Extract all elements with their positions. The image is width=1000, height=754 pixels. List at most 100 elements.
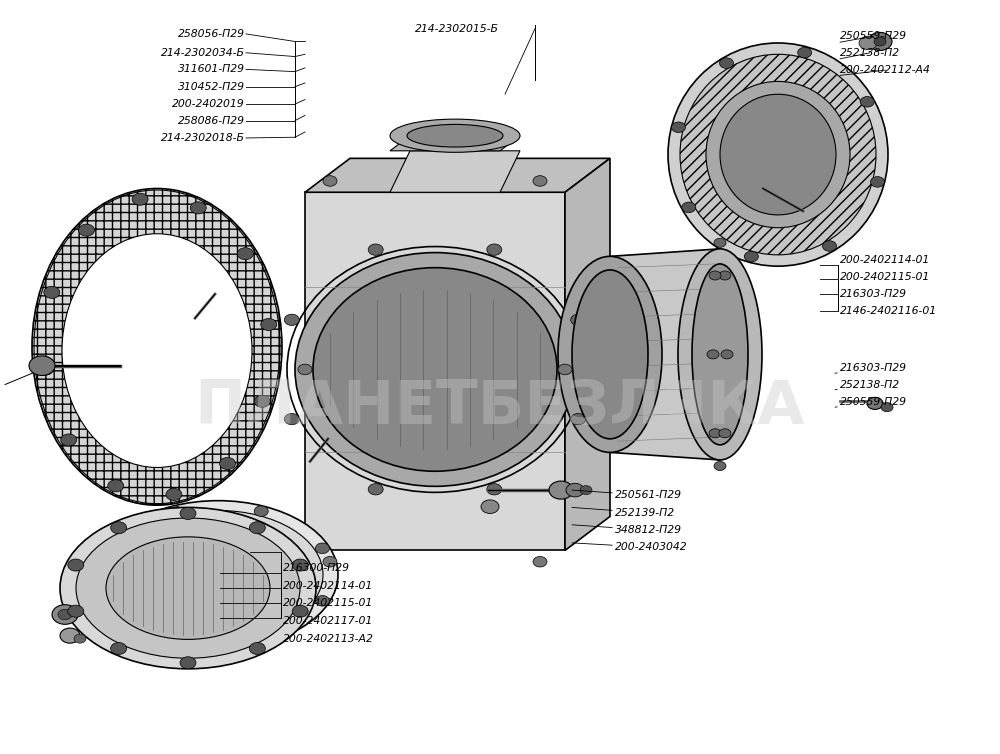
Circle shape bbox=[822, 241, 836, 251]
Circle shape bbox=[533, 176, 547, 186]
Circle shape bbox=[533, 556, 547, 567]
Text: 250559-П29: 250559-П29 bbox=[840, 31, 907, 42]
Ellipse shape bbox=[407, 124, 503, 147]
Circle shape bbox=[368, 483, 383, 495]
Text: 250559-П29: 250559-П29 bbox=[835, 397, 907, 407]
Circle shape bbox=[315, 543, 329, 553]
Circle shape bbox=[721, 350, 733, 359]
Circle shape bbox=[219, 458, 235, 470]
Circle shape bbox=[549, 481, 573, 499]
Text: 252139-П2: 252139-П2 bbox=[572, 507, 675, 518]
Circle shape bbox=[714, 461, 726, 470]
Ellipse shape bbox=[113, 510, 323, 639]
Ellipse shape bbox=[98, 501, 338, 648]
Ellipse shape bbox=[390, 119, 520, 152]
Circle shape bbox=[859, 36, 877, 50]
Polygon shape bbox=[610, 249, 720, 460]
Circle shape bbox=[261, 318, 277, 330]
Circle shape bbox=[709, 429, 721, 438]
Circle shape bbox=[68, 559, 84, 571]
Ellipse shape bbox=[106, 537, 270, 639]
Text: 200-2402112-А4: 200-2402112-А4 bbox=[840, 65, 931, 75]
Circle shape bbox=[870, 176, 884, 187]
Circle shape bbox=[107, 543, 121, 553]
Text: 216300-П29: 216300-П29 bbox=[283, 562, 350, 573]
Circle shape bbox=[368, 244, 383, 256]
Text: 200-2402115-01: 200-2402115-01 bbox=[840, 272, 930, 283]
Circle shape bbox=[168, 633, 182, 643]
Ellipse shape bbox=[572, 270, 648, 439]
Text: 258056-П29: 258056-П29 bbox=[178, 29, 245, 39]
Text: 200-2403042: 200-2403042 bbox=[572, 542, 688, 553]
Text: 252138-П2: 252138-П2 bbox=[840, 48, 900, 59]
Ellipse shape bbox=[295, 253, 575, 486]
Polygon shape bbox=[390, 151, 520, 192]
Polygon shape bbox=[305, 158, 610, 192]
Circle shape bbox=[254, 506, 268, 516]
Text: 310452-П29: 310452-П29 bbox=[178, 81, 245, 92]
Circle shape bbox=[481, 500, 499, 513]
Circle shape bbox=[254, 633, 268, 643]
Ellipse shape bbox=[720, 94, 836, 215]
Circle shape bbox=[249, 642, 265, 654]
Polygon shape bbox=[390, 136, 520, 151]
Circle shape bbox=[672, 122, 686, 133]
Ellipse shape bbox=[62, 234, 252, 467]
Circle shape bbox=[323, 556, 337, 567]
Ellipse shape bbox=[313, 268, 557, 471]
Text: 252138-П2: 252138-П2 bbox=[835, 379, 900, 390]
Text: 214-2302034-Б: 214-2302034-Б bbox=[161, 48, 245, 58]
Text: 200-2402019: 200-2402019 bbox=[172, 99, 245, 109]
Circle shape bbox=[68, 605, 84, 618]
Circle shape bbox=[190, 202, 206, 214]
Text: 214-2302018-Б: 214-2302018-Б bbox=[161, 133, 245, 143]
Text: 200-2402114-01: 200-2402114-01 bbox=[840, 255, 930, 265]
Circle shape bbox=[719, 429, 731, 438]
Circle shape bbox=[682, 202, 696, 213]
Circle shape bbox=[108, 480, 124, 492]
Text: 200-2402114-01: 200-2402114-01 bbox=[283, 581, 373, 591]
Circle shape bbox=[487, 244, 502, 256]
Circle shape bbox=[52, 605, 78, 624]
Ellipse shape bbox=[680, 54, 876, 255]
Circle shape bbox=[714, 238, 726, 247]
Circle shape bbox=[44, 287, 60, 299]
Circle shape bbox=[566, 483, 584, 497]
Circle shape bbox=[315, 596, 329, 606]
Text: 200-2402115-01: 200-2402115-01 bbox=[283, 598, 373, 608]
Circle shape bbox=[874, 37, 886, 46]
Circle shape bbox=[132, 193, 148, 205]
Circle shape bbox=[61, 434, 77, 446]
Circle shape bbox=[284, 314, 299, 326]
Polygon shape bbox=[305, 192, 565, 550]
Circle shape bbox=[107, 596, 121, 606]
Text: 311601-П29: 311601-П29 bbox=[178, 64, 245, 75]
Text: 348812-П29: 348812-П29 bbox=[572, 525, 682, 535]
Circle shape bbox=[558, 364, 572, 375]
Circle shape bbox=[867, 397, 883, 409]
Circle shape bbox=[744, 251, 758, 262]
Ellipse shape bbox=[668, 43, 888, 266]
Text: 214-2302015-Б: 214-2302015-Б bbox=[415, 23, 499, 34]
Circle shape bbox=[58, 609, 72, 620]
Circle shape bbox=[249, 522, 265, 534]
Circle shape bbox=[720, 58, 734, 69]
Text: 216303-П29: 216303-П29 bbox=[835, 363, 907, 373]
Circle shape bbox=[868, 32, 892, 51]
Circle shape bbox=[860, 97, 874, 107]
Ellipse shape bbox=[558, 256, 662, 452]
Ellipse shape bbox=[706, 81, 850, 228]
Circle shape bbox=[79, 224, 95, 236]
Polygon shape bbox=[565, 158, 610, 550]
Circle shape bbox=[111, 522, 127, 534]
Circle shape bbox=[580, 486, 592, 495]
Circle shape bbox=[37, 363, 53, 375]
Text: 258086-П29: 258086-П29 bbox=[178, 115, 245, 126]
Circle shape bbox=[571, 413, 586, 425]
Text: 200-2402113-А2: 200-2402113-А2 bbox=[283, 633, 374, 644]
Circle shape bbox=[298, 364, 312, 375]
Circle shape bbox=[74, 634, 86, 643]
Circle shape bbox=[168, 506, 182, 516]
Text: 2146-2402116-01: 2146-2402116-01 bbox=[840, 306, 937, 317]
Circle shape bbox=[323, 176, 337, 186]
